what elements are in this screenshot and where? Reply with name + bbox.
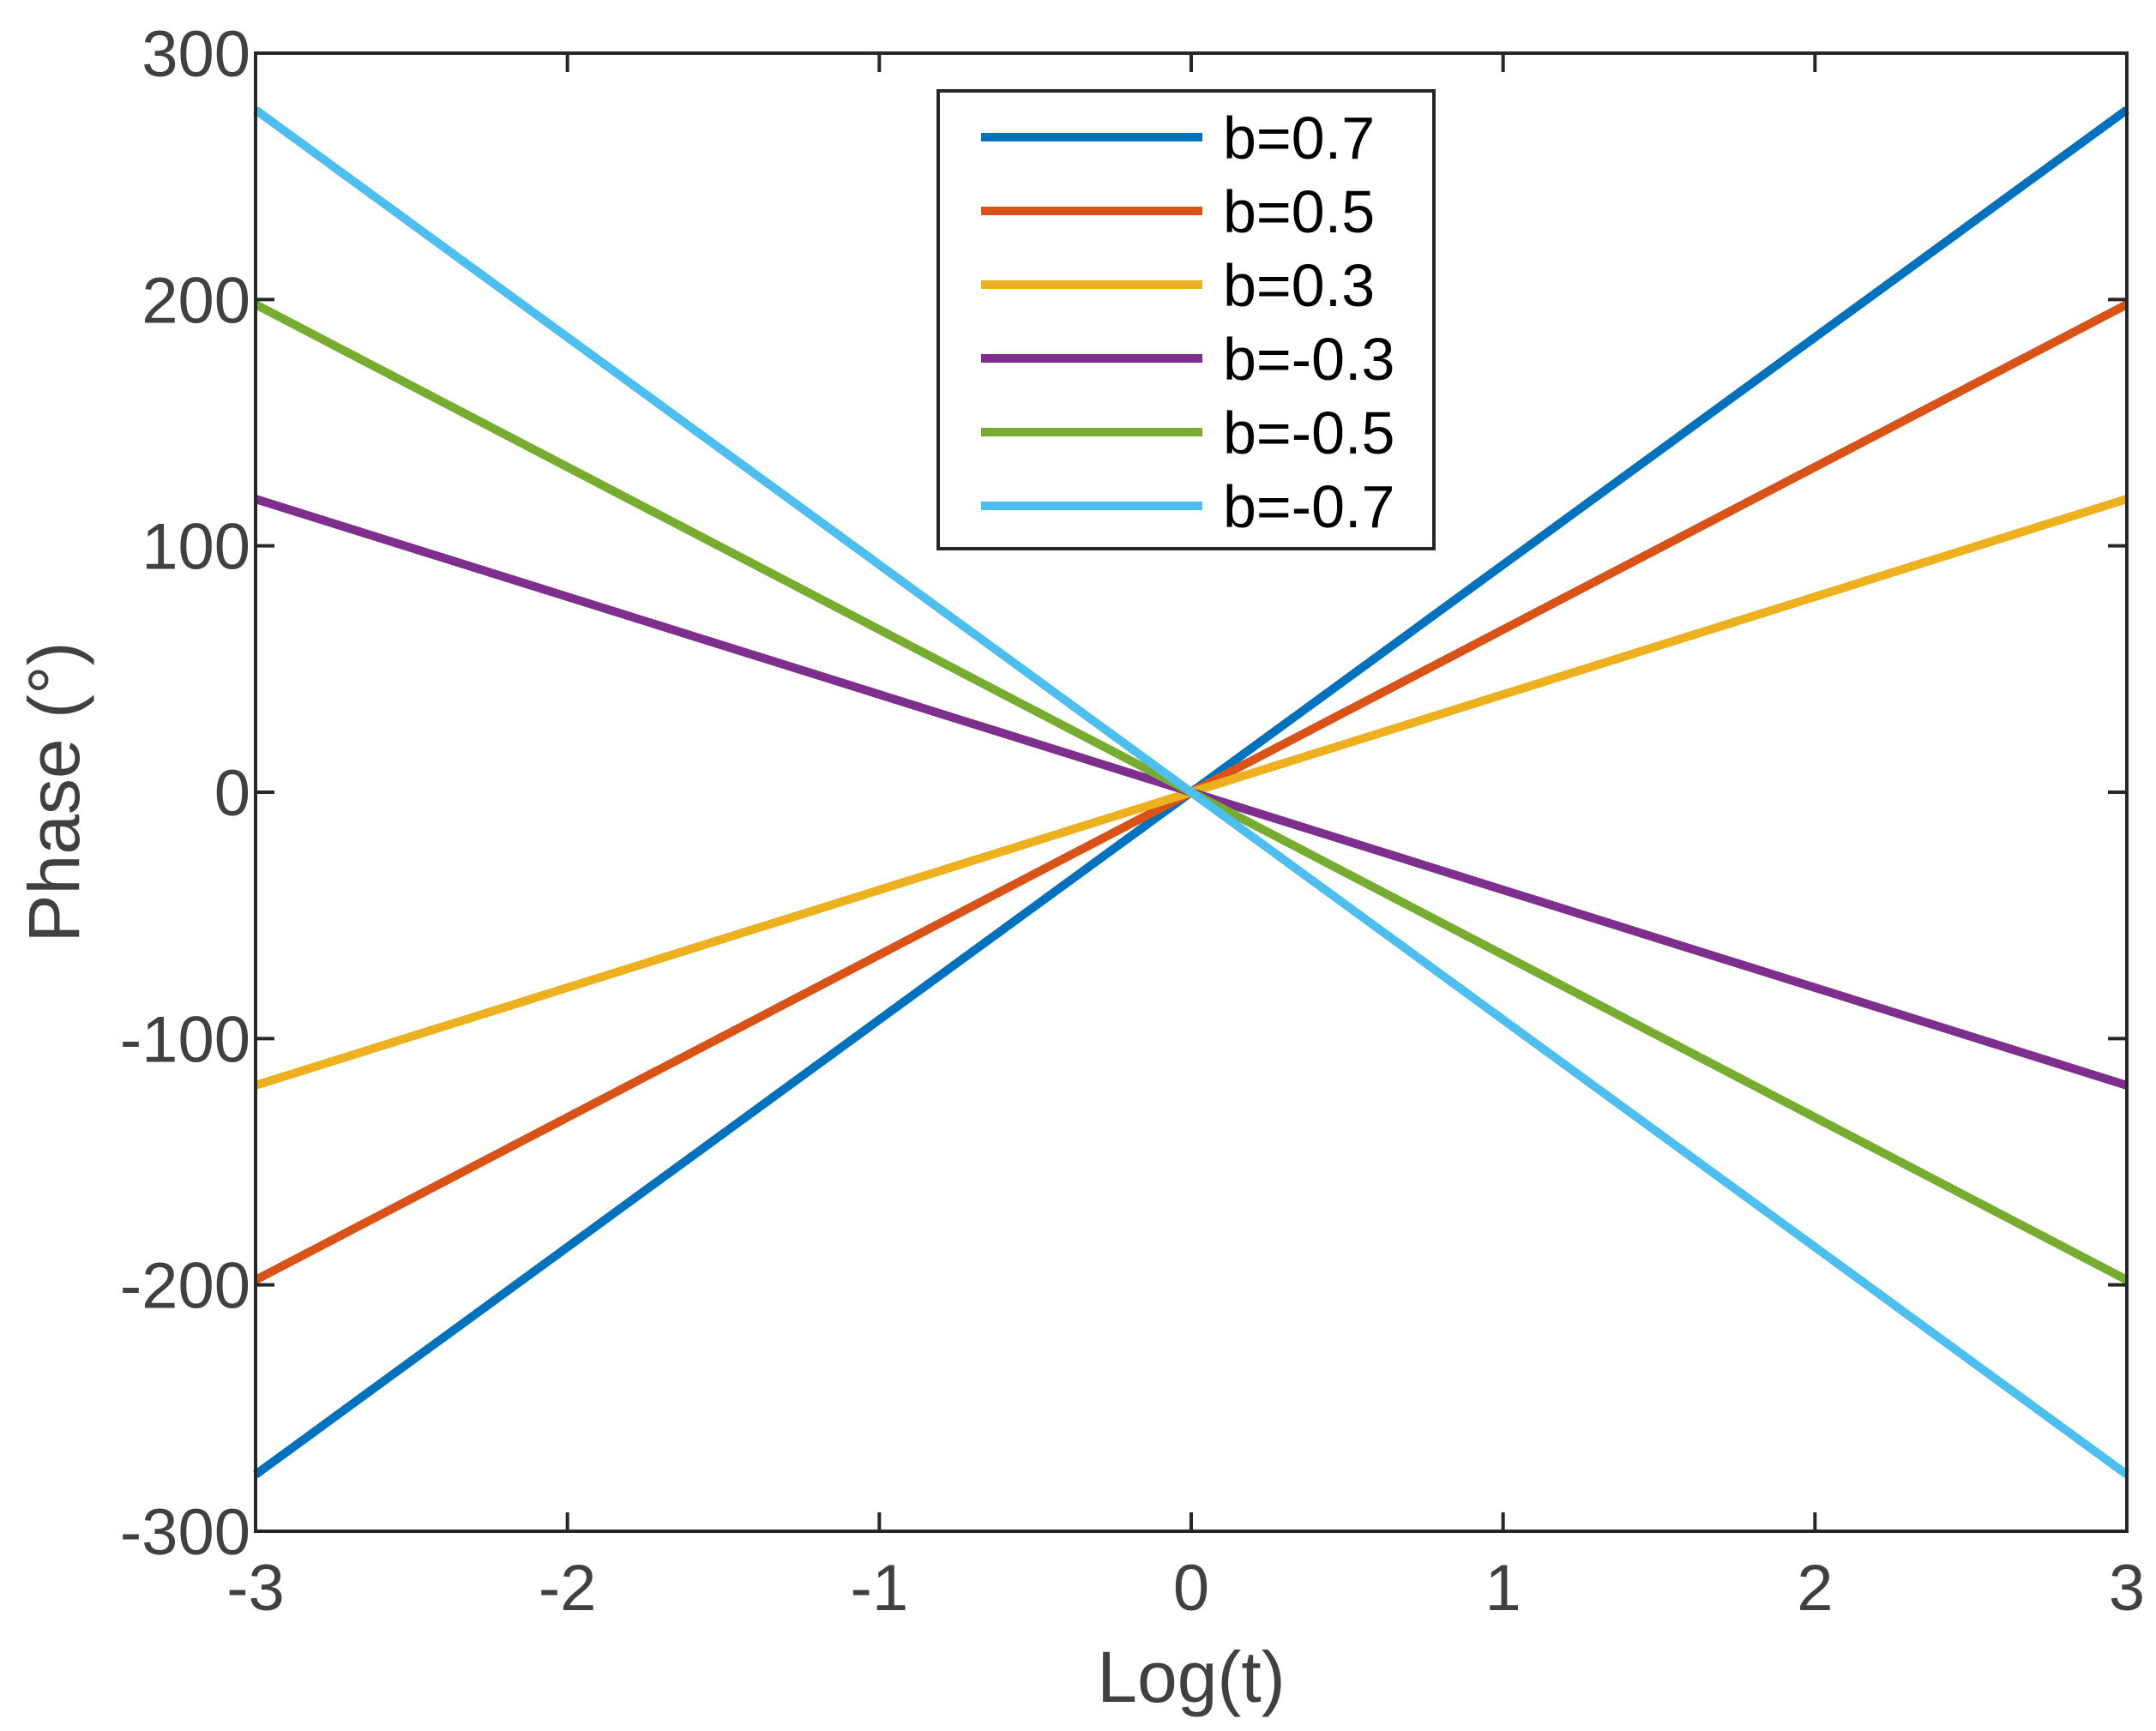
legend-label-0: b=0.7 [1223,105,1375,171]
legend: b=0.7 b=0.5 b=0.3 b=-0.3 b=-0.5 b=-0.7 [936,89,1436,550]
series-line-5 [253,106,2129,1478]
y-tick-label: 100 [142,511,250,584]
x-tick-label: 2 [1797,1552,1833,1625]
x-tick-label: 3 [2109,1552,2145,1625]
x-tick-label: -1 [851,1552,909,1625]
legend-label-5: b=-0.7 [1223,473,1394,540]
x-axis-label: Log(t) [1097,1637,1285,1717]
x-tick-label: 1 [1485,1552,1521,1625]
y-tick-label: 200 [142,264,250,337]
y-axis-label: Phase (°) [14,641,94,942]
legend-label-3: b=-0.3 [1223,326,1394,393]
x-tick-label: -3 [226,1552,285,1625]
y-tick-label: -200 [120,1250,250,1323]
x-tick-label: 0 [1173,1552,1209,1625]
series-layer [253,106,2129,1478]
tick-marks [254,51,2129,1533]
y-tick-labels: -300 -200 -100 0 100 200 300 [120,18,250,1569]
y-tick-label: -300 [120,1496,250,1569]
legend-label-2: b=0.3 [1223,252,1375,319]
x-tick-labels: -3 -2 -1 0 1 2 3 [226,1552,2145,1625]
legend-label-4: b=-0.5 [1223,400,1394,466]
y-tick-label: -100 [120,1003,250,1076]
legend-box [936,89,1436,550]
y-tick-label: 0 [214,757,250,830]
x-tick-label: -2 [539,1552,597,1625]
y-tick-label: 300 [142,18,250,91]
legend-label-1: b=0.5 [1223,178,1375,245]
